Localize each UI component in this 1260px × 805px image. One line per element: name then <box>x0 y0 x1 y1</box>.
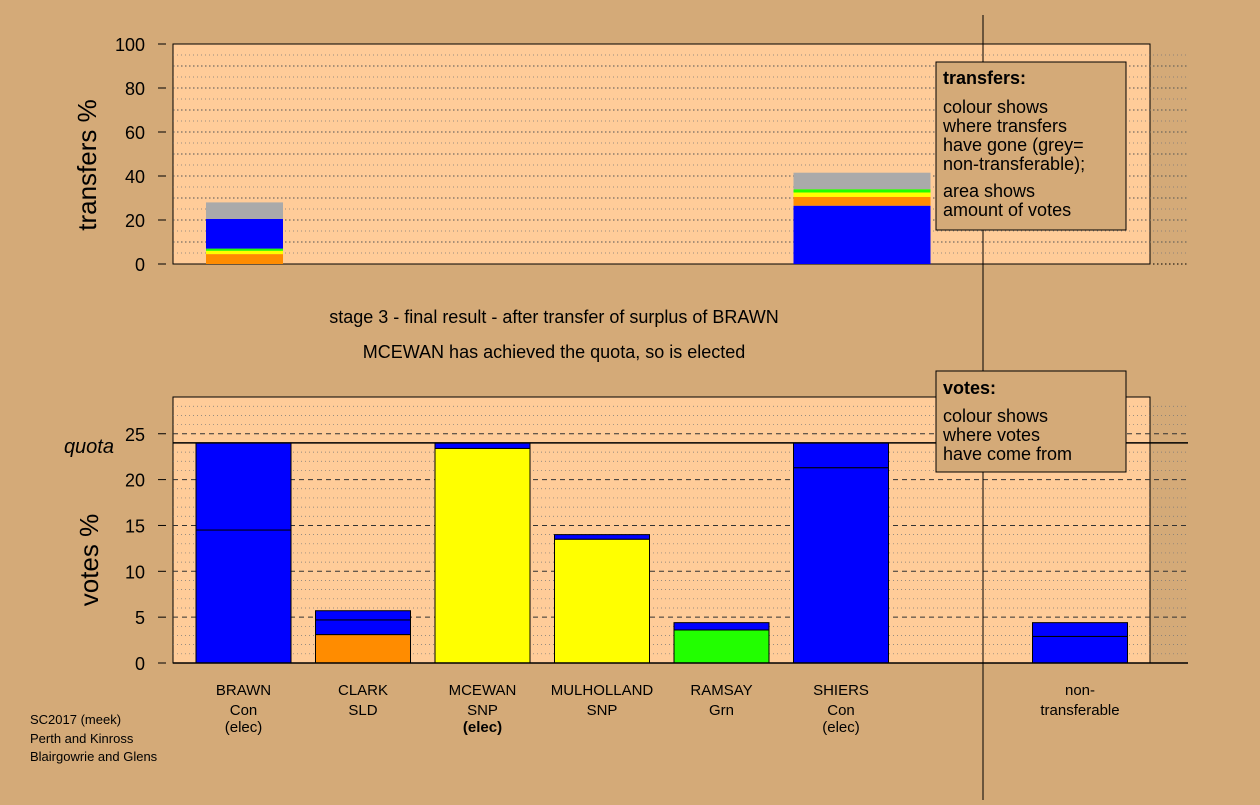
transfers-legend-line: amount of votes <box>943 200 1071 220</box>
candidate-labels: BRAWNCon(elec)CLARKSLDMCEWANSNP(elec)MUL… <box>216 682 1120 736</box>
candidate-party: transferable <box>1040 702 1119 719</box>
y-tick-label: 0 <box>135 255 145 275</box>
transfers-legend-line: non-transferable); <box>943 154 1085 174</box>
vote-segment-Con <box>554 534 650 540</box>
candidate-name: non- <box>1065 682 1095 699</box>
footer-ward: Blairgowrie and Glens <box>30 749 158 764</box>
candidate-party: SLD <box>348 702 377 719</box>
votes-legend-line: colour shows <box>943 406 1048 426</box>
y-tick-label: 80 <box>125 79 145 99</box>
candidate-name: SHIERS <box>813 682 869 699</box>
vote-segment-Con <box>434 442 531 449</box>
y-tick-label: 60 <box>125 123 145 143</box>
y-tick-label: 25 <box>125 425 145 445</box>
candidate-party: Grn <box>709 702 734 719</box>
vote-segment-Con <box>195 529 292 664</box>
vote-segment-SNP <box>434 447 531 664</box>
transfers-legend-line: have gone (grey= <box>943 135 1084 155</box>
y-tick-label: 10 <box>125 562 145 582</box>
transfers-legend-line: where transfers <box>942 116 1067 136</box>
candidate-party: Con <box>827 702 855 719</box>
y-tick-label: 20 <box>125 471 145 491</box>
candidate-name: RAMSAY <box>690 682 752 699</box>
transfer-segment-non_transferable <box>793 172 931 190</box>
y-tick-label: 20 <box>125 211 145 231</box>
candidate-status: (elec) <box>822 719 860 736</box>
quota-label: quota <box>64 436 114 458</box>
votes-legend-title: votes: <box>943 378 996 398</box>
votes-legend: votes: colour shows where votes have com… <box>935 370 1127 473</box>
candidate-status: (elec) <box>225 719 263 736</box>
transfers-y-axis-label: transfers % <box>72 99 102 231</box>
votes-legend-line: have come from <box>943 444 1072 464</box>
transfers-legend-line: colour shows <box>943 97 1048 117</box>
footer-council: Perth and Kinross <box>30 731 134 746</box>
vote-segment-SNP <box>554 538 650 664</box>
transfer-segment-Con <box>793 205 931 264</box>
transfer-segment-non_transferable <box>206 202 283 219</box>
vote-segment-Con <box>793 442 889 469</box>
vote-segment-Con <box>1032 622 1128 637</box>
candidate-name: BRAWN <box>216 682 271 699</box>
transfers-y-axis: 0 20 40 60 80 100 <box>115 35 166 275</box>
votes-bars <box>195 442 1128 664</box>
y-tick-label: 100 <box>115 35 145 55</box>
candidate-party: SNP <box>467 702 498 719</box>
candidate-name: MULHOLLAND <box>551 682 654 699</box>
y-tick-label: 40 <box>125 167 145 187</box>
result-caption: MCEWAN has achieved the quota, so is ele… <box>363 342 746 362</box>
y-tick-label: 0 <box>135 654 145 674</box>
transfers-legend-line: area shows <box>943 181 1035 201</box>
vote-segment-Con <box>673 622 770 631</box>
vote-segment-Con <box>195 442 292 531</box>
vote-segment-Con <box>315 610 411 621</box>
transfer-segment-SLD <box>206 254 283 264</box>
y-tick-label: 5 <box>135 608 145 628</box>
stage-caption: stage 3 - final result - after transfer … <box>329 307 779 327</box>
transfer-segment-Grn <box>793 189 931 193</box>
footer-election: SC2017 (meek) <box>30 712 121 727</box>
transfers-bars <box>206 172 931 264</box>
transfer-segment-Grn <box>206 248 283 251</box>
candidate-party: SNP <box>587 702 618 719</box>
candidate-party: Con <box>230 702 258 719</box>
votes-y-axis: 0 5 10 15 20 25 <box>125 425 166 674</box>
vote-segment-Con <box>315 619 411 636</box>
vote-segment-Con <box>1032 635 1128 664</box>
candidate-name: CLARK <box>338 682 388 699</box>
votes-gridlines <box>173 405 1188 655</box>
candidate-name: MCEWAN <box>449 682 517 699</box>
transfers-gridlines <box>173 54 1188 265</box>
transfer-segment-SNP <box>793 192 931 197</box>
vote-segment-Con <box>793 467 889 664</box>
votes-y-axis-label: votes % <box>74 514 104 607</box>
vote-segment-SLD <box>315 634 411 664</box>
transfer-segment-SNP <box>206 250 283 255</box>
transfer-segment-Con <box>206 218 283 249</box>
vote-segment-Grn <box>673 629 770 664</box>
transfers-legend: transfers: colour shows where transfers … <box>935 61 1127 231</box>
transfer-segment-SLD <box>793 196 931 206</box>
candidate-status: (elec) <box>463 719 502 736</box>
y-tick-label: 15 <box>125 516 145 536</box>
transfers-legend-title: transfers: <box>943 68 1026 88</box>
votes-legend-line: where votes <box>942 425 1040 445</box>
